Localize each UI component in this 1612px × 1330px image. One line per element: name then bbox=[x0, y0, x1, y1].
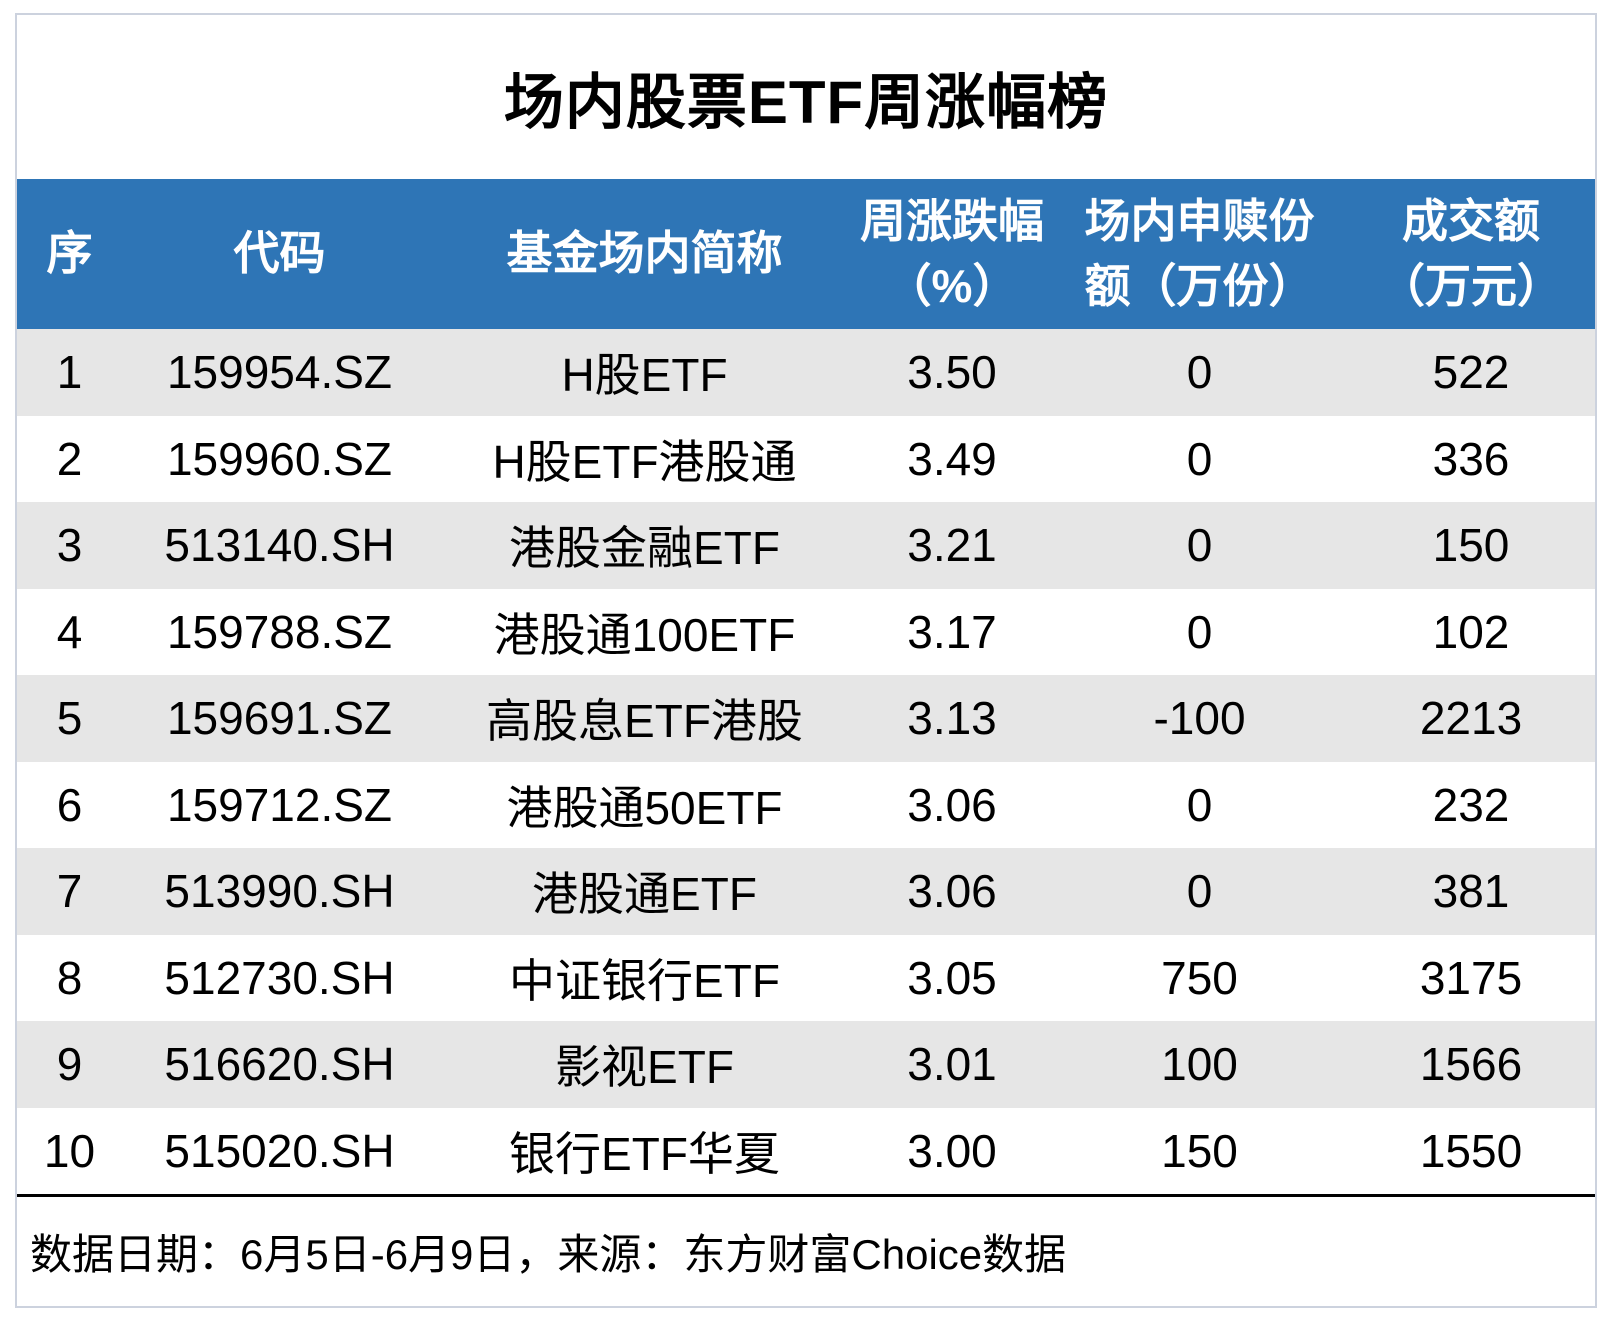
cell-turnover: 1566 bbox=[1419, 1038, 1523, 1091]
cell-change: 3.21 bbox=[907, 519, 997, 572]
cell-rank: 8 bbox=[56, 951, 83, 1004]
table-row: 7 513990.SH 港股通ETF 3.06 0 381 bbox=[17, 848, 1595, 935]
cell-change: 3.17 bbox=[907, 605, 997, 658]
cell-shares: 0 bbox=[1186, 865, 1213, 918]
table-row: 10 515020.SH 银行ETF华夏 3.00 150 1550 bbox=[17, 1107, 1595, 1194]
data-source-note: 数据日期：6月5日-6月9日，来源：东方财富Choice数据 bbox=[17, 1194, 1595, 1306]
cell-code: 513990.SH bbox=[164, 865, 395, 918]
cell-turnover: 3175 bbox=[1419, 951, 1523, 1004]
cell-rank: 10 bbox=[43, 1124, 96, 1177]
table-body: 1 159954.SZ H股ETF 3.50 0 522 2 159960.SZ… bbox=[17, 329, 1595, 1194]
column-header-turnover: 成交额 （万元） bbox=[1347, 179, 1595, 329]
cell-change: 3.13 bbox=[907, 692, 997, 745]
column-header-rank: 序 bbox=[17, 179, 122, 329]
cell-shares: -100 bbox=[1153, 692, 1246, 745]
cell-change: 3.49 bbox=[907, 432, 997, 485]
cell-rank: 5 bbox=[56, 692, 83, 745]
cell-shares: 0 bbox=[1186, 605, 1213, 658]
cell-name: 中证银行ETF bbox=[509, 954, 780, 1007]
cell-name: 港股金融ETF bbox=[509, 522, 780, 575]
cell-name: H股ETF bbox=[561, 349, 728, 402]
table-row: 1 159954.SZ H股ETF 3.50 0 522 bbox=[17, 329, 1595, 416]
etf-ranking-table: 序 代码 基金场内简称 周涨跌幅 （%） 场内申赎份 额（万份） 成交额 （万元… bbox=[17, 179, 1595, 1194]
etf-ranking-card: 场内股票ETF周涨幅榜 序 代码 基金场内简称 周涨跌幅 （%） 场内申赎份 额… bbox=[15, 13, 1597, 1308]
cell-code: 516620.SH bbox=[164, 1038, 395, 1091]
cell-turnover: 102 bbox=[1432, 605, 1510, 658]
table-row: 2 159960.SZ H股ETF港股通 3.49 0 336 bbox=[17, 415, 1595, 502]
cell-code: 515020.SH bbox=[164, 1124, 395, 1177]
cell-shares: 0 bbox=[1186, 346, 1213, 399]
cell-change: 3.01 bbox=[907, 1038, 997, 1091]
cell-turnover: 522 bbox=[1432, 346, 1510, 399]
cell-code: 159960.SZ bbox=[166, 432, 393, 485]
table-header: 序 代码 基金场内简称 周涨跌幅 （%） 场内申赎份 额（万份） 成交额 （万元… bbox=[17, 179, 1595, 329]
column-header-name: 基金场内简称 bbox=[437, 179, 852, 329]
cell-rank: 6 bbox=[56, 778, 83, 831]
cell-shares: 0 bbox=[1186, 432, 1213, 485]
cell-rank: 7 bbox=[56, 865, 83, 918]
cell-change: 3.06 bbox=[907, 778, 997, 831]
cell-change: 3.06 bbox=[907, 865, 997, 918]
cell-name: 港股通50ETF bbox=[506, 781, 783, 834]
cell-change: 3.00 bbox=[907, 1124, 997, 1177]
cell-code: 513140.SH bbox=[164, 519, 395, 572]
table-row: 8 512730.SH 中证银行ETF 3.05 750 3175 bbox=[17, 934, 1595, 1021]
cell-code: 159712.SZ bbox=[166, 778, 393, 831]
cell-change: 3.50 bbox=[907, 346, 997, 399]
cell-turnover: 150 bbox=[1432, 519, 1510, 572]
cell-turnover: 232 bbox=[1432, 778, 1510, 831]
table-row: 9 516620.SH 影视ETF 3.01 100 1566 bbox=[17, 1021, 1595, 1108]
cell-rank: 3 bbox=[56, 519, 83, 572]
cell-name: 港股通100ETF bbox=[493, 608, 796, 661]
cell-shares: 100 bbox=[1161, 1038, 1238, 1091]
table-row: 3 513140.SH 港股金融ETF 3.21 0 150 bbox=[17, 502, 1595, 589]
header-row: 序 代码 基金场内简称 周涨跌幅 （%） 场内申赎份 额（万份） 成交额 （万元… bbox=[17, 179, 1595, 329]
cell-code: 512730.SH bbox=[164, 951, 395, 1004]
column-header-change: 周涨跌幅 （%） bbox=[852, 179, 1052, 329]
cell-rank: 2 bbox=[56, 432, 83, 485]
table-row: 4 159788.SZ 港股通100ETF 3.17 0 102 bbox=[17, 588, 1595, 675]
cell-shares: 150 bbox=[1161, 1124, 1238, 1177]
cell-turnover: 2213 bbox=[1419, 692, 1523, 745]
cell-rank: 9 bbox=[56, 1038, 83, 1091]
column-header-code: 代码 bbox=[122, 179, 437, 329]
cell-turnover: 381 bbox=[1432, 865, 1510, 918]
cell-rank: 1 bbox=[56, 346, 83, 399]
cell-turnover: 336 bbox=[1432, 432, 1510, 485]
cell-name: 影视ETF bbox=[555, 1041, 734, 1094]
cell-code: 159954.SZ bbox=[166, 346, 393, 399]
cell-name: H股ETF港股通 bbox=[492, 435, 797, 488]
table-row: 5 159691.SZ 高股息ETF港股 3.13 -100 2213 bbox=[17, 675, 1595, 762]
column-header-shares: 场内申赎份 额（万份） bbox=[1052, 179, 1347, 329]
cell-turnover: 1550 bbox=[1419, 1124, 1523, 1177]
cell-change: 3.05 bbox=[907, 951, 997, 1004]
cell-code: 159691.SZ bbox=[166, 692, 393, 745]
page-title: 场内股票ETF周涨幅榜 bbox=[503, 68, 1109, 136]
cell-name: 高股息ETF港股 bbox=[486, 695, 803, 748]
cell-rank: 4 bbox=[56, 605, 83, 658]
cell-code: 159788.SZ bbox=[166, 605, 393, 658]
cell-shares: 750 bbox=[1161, 951, 1238, 1004]
cell-shares: 0 bbox=[1186, 519, 1213, 572]
cell-name: 港股通ETF bbox=[532, 868, 757, 921]
table-row: 6 159712.SZ 港股通50ETF 3.06 0 232 bbox=[17, 761, 1595, 848]
cell-shares: 0 bbox=[1186, 778, 1213, 831]
cell-name: 银行ETF华夏 bbox=[509, 1127, 780, 1180]
